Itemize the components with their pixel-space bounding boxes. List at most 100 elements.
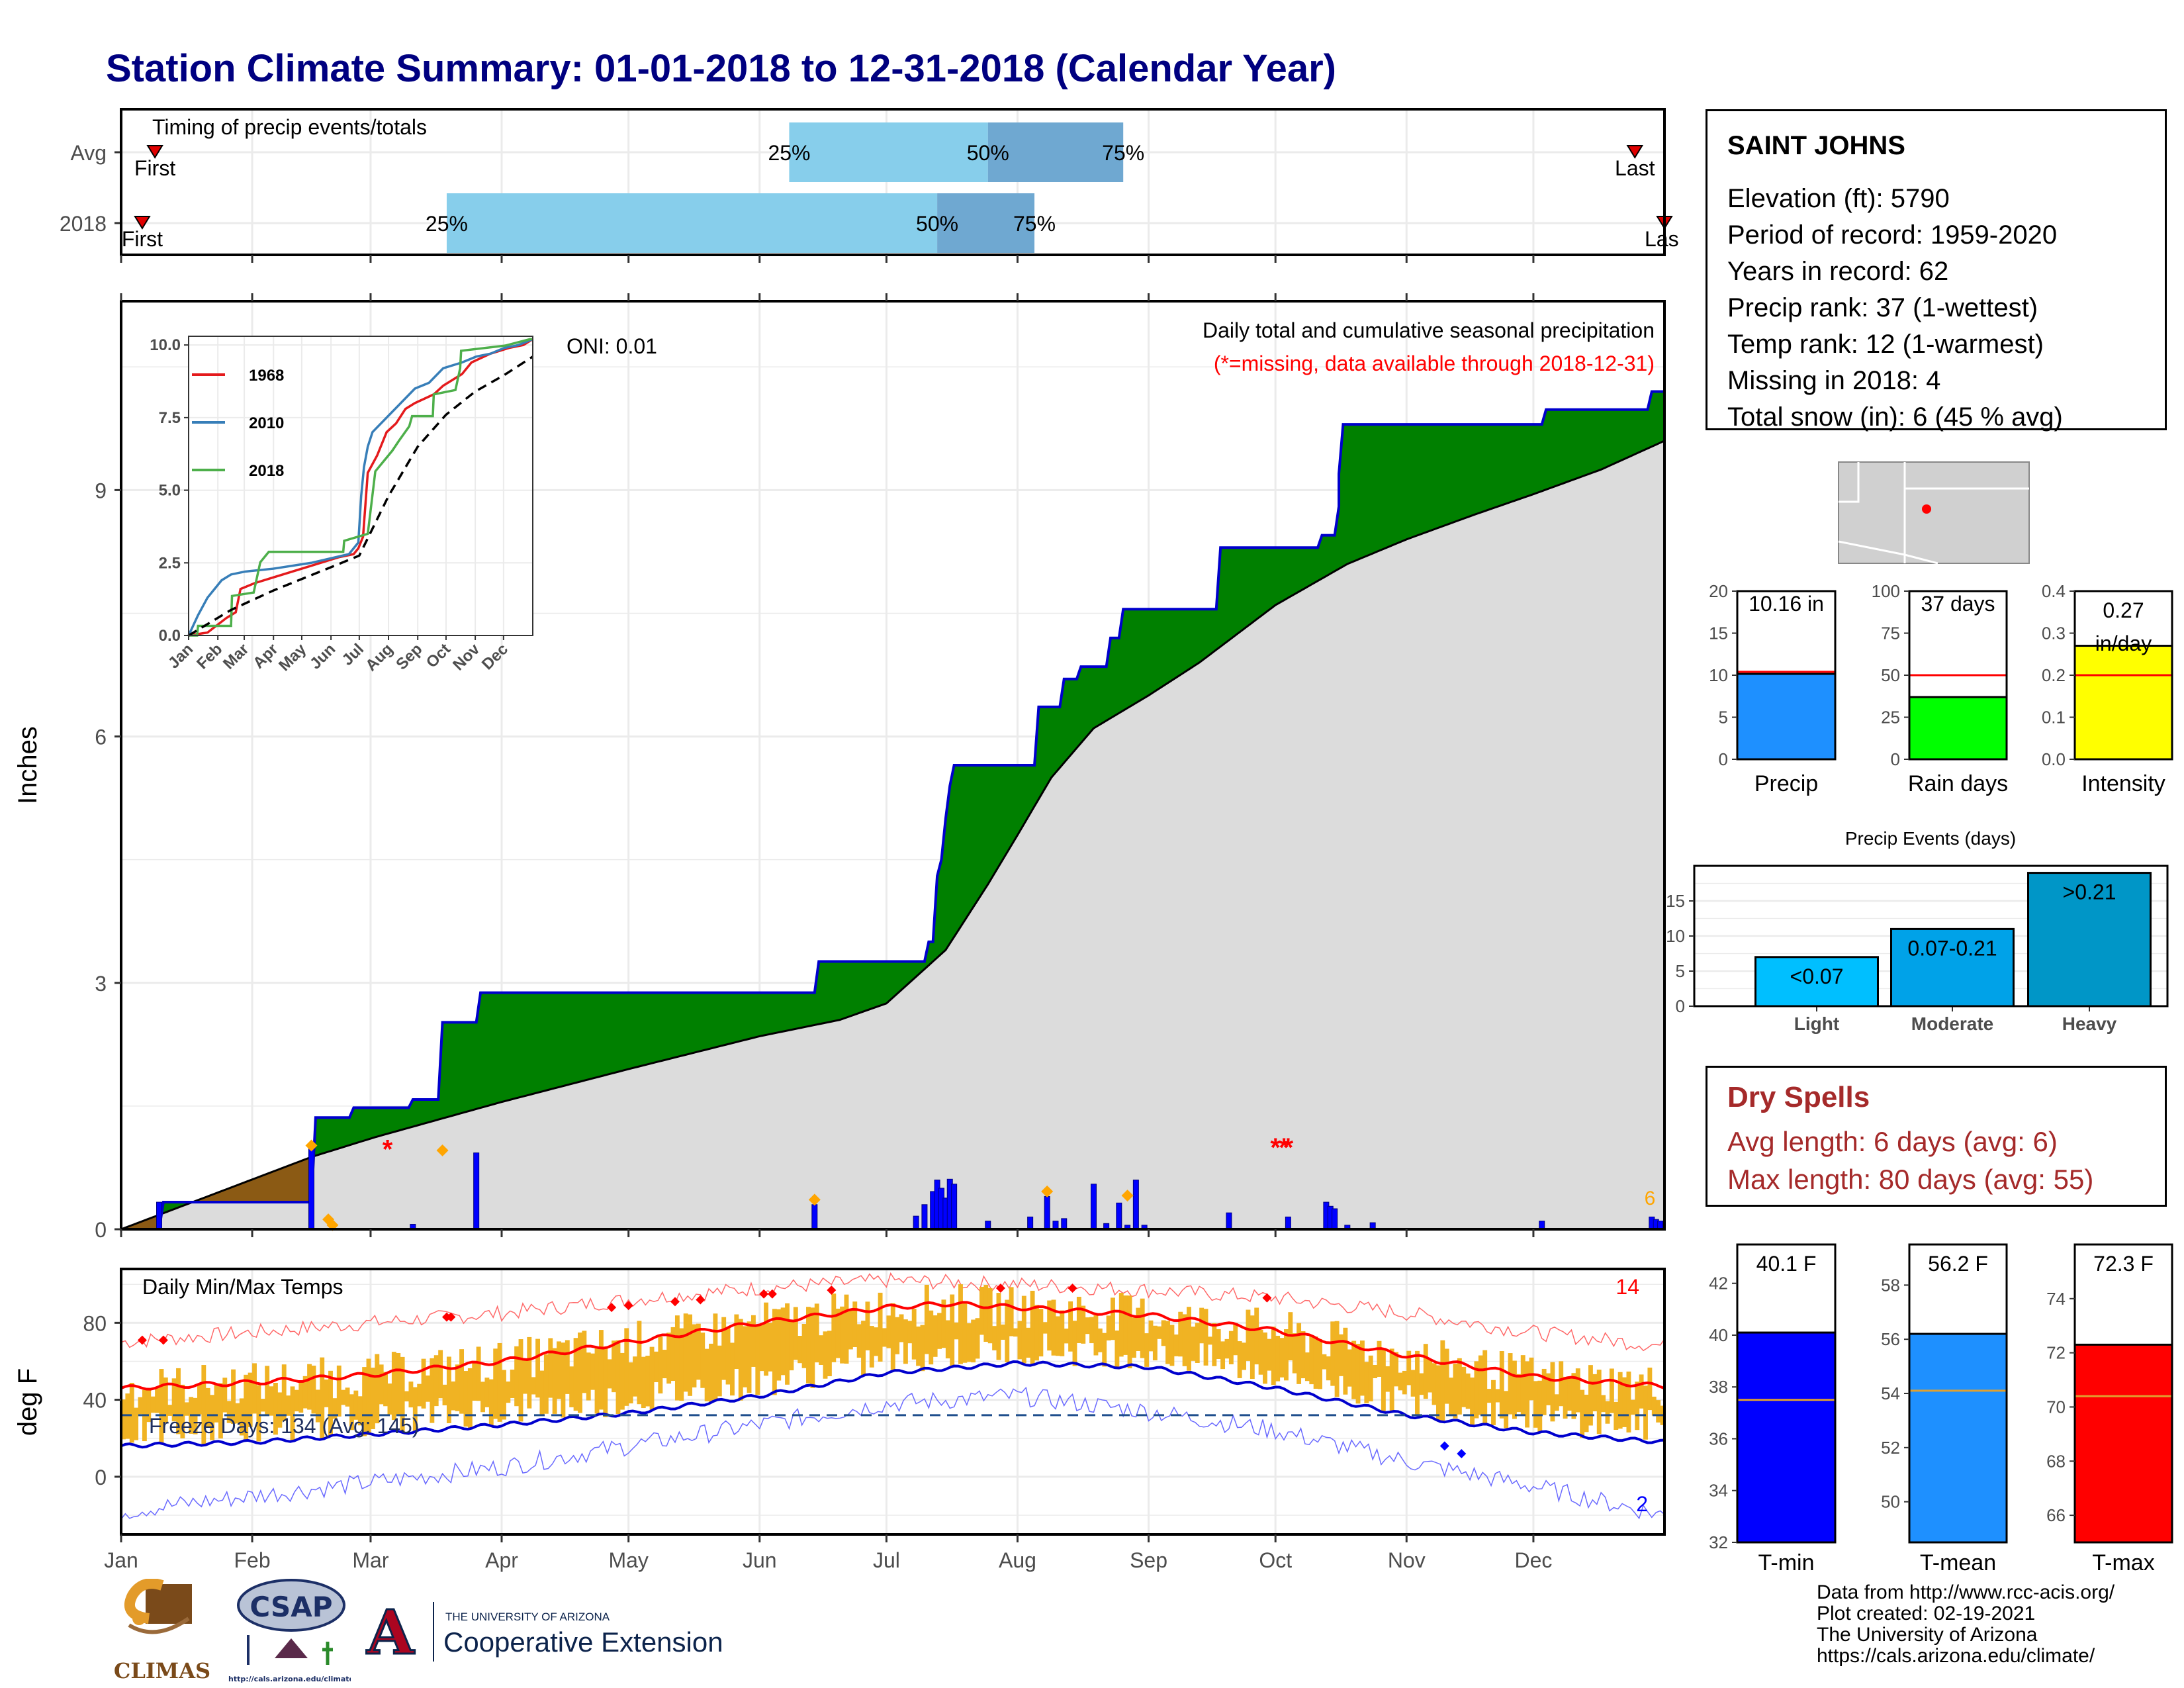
daily-temp-bar <box>417 1383 422 1407</box>
daily-temp-bar <box>125 1393 130 1439</box>
daily-temp-bar <box>1165 1321 1170 1364</box>
daily-temp-bar <box>645 1356 651 1407</box>
daily-temp-bar <box>1212 1323 1217 1366</box>
daily-temp-bar <box>992 1326 997 1350</box>
daily-temp-bar <box>1216 1329 1221 1359</box>
daily-temp-bar <box>484 1378 490 1407</box>
daily-temp-bar <box>336 1365 341 1417</box>
precip-panel-border <box>120 300 1666 1231</box>
station-temp-rank: Temp rank: 12 (1-warmest) <box>1727 330 2044 359</box>
dry-spells-box: Dry Spells Avg length: 6 days (avg: 6) M… <box>1706 1066 2167 1207</box>
daily-temp-bar <box>480 1382 485 1413</box>
record-high-marker <box>759 1289 769 1299</box>
daily-temp-bar <box>628 1362 633 1404</box>
daily-temp-bar <box>658 1336 663 1394</box>
daily-temp-bar <box>768 1323 773 1372</box>
daily-temp-bar <box>1541 1368 1547 1415</box>
dry-spells-max: Max length: 80 days (avg: 55) <box>1727 1164 2094 1195</box>
annual-temp-ytick-label: 54 <box>1881 1383 1900 1403</box>
daily-temp-bar <box>345 1387 350 1407</box>
month-label: Dec <box>1514 1548 1552 1572</box>
daily-temp-bar <box>1254 1307 1259 1365</box>
annual-temp-ytick-label: 68 <box>2046 1451 2066 1471</box>
dry-spells-avg: Avg length: 6 days (avg: 6) <box>1727 1126 2058 1157</box>
daily-temp-bar <box>911 1309 917 1360</box>
events-bar <box>2027 872 2152 1008</box>
daily-temp-bar <box>552 1348 557 1414</box>
daily-temp-bar <box>688 1314 693 1396</box>
daily-temp-bar <box>1021 1295 1026 1364</box>
daily-temp-bar <box>1017 1321 1023 1360</box>
daily-temp-bar <box>1304 1352 1310 1382</box>
daily-temp-bar <box>1034 1305 1039 1361</box>
annual-temp-bar <box>2073 1343 2173 1544</box>
daily-temp-bar <box>806 1307 811 1383</box>
record-high-marker <box>767 1289 777 1299</box>
daily-temp-bar <box>430 1358 435 1423</box>
daily-temp-bar <box>1195 1323 1200 1363</box>
daily-temp-bar <box>1271 1327 1276 1385</box>
daily-temp-bar <box>1609 1368 1614 1413</box>
daily-temp-bar <box>590 1353 596 1390</box>
daily-temp-bar <box>1423 1344 1428 1399</box>
inset-series-line <box>187 338 533 636</box>
daily-temp-bar <box>1000 1324 1005 1340</box>
precip-average-area <box>121 440 1664 1229</box>
inset-legend-label: 2010 <box>249 414 284 432</box>
daily-temp-bar <box>679 1328 684 1401</box>
daily-temp-bar <box>1499 1351 1504 1419</box>
daily-temp-bar <box>814 1303 819 1363</box>
daily-temp-bar <box>1038 1309 1044 1357</box>
daily-temp-bar <box>1504 1391 1509 1429</box>
daily-temp-bar <box>704 1348 709 1401</box>
daily-temp-bar <box>907 1321 913 1344</box>
footer-line: https://cals.arizona.edu/climate/ <box>1817 1645 2095 1667</box>
daily-temp-bar <box>1415 1350 1420 1415</box>
annual-precip-ytick-label: 0.1 <box>2042 708 2066 727</box>
daily-temp-bar <box>248 1372 253 1427</box>
annual-precip-value-label: 0.27 <box>2103 598 2144 622</box>
daily-temp-bar <box>1563 1376 1568 1419</box>
daily-temp-bar <box>1486 1389 1492 1403</box>
temp-panel-border <box>120 1268 1666 1536</box>
annual-precip-ytick-label: 0.0 <box>2042 749 2066 769</box>
events-ytick-label: 15 <box>1666 891 1685 911</box>
daily-temp-bar <box>1482 1350 1488 1426</box>
daily-temp-bar <box>819 1335 824 1365</box>
daily-temp-bar <box>400 1356 405 1433</box>
station-elevation: Elevation (ft): 5790 <box>1727 184 1950 213</box>
daily-temp-bar <box>467 1368 473 1429</box>
daily-temp-bar <box>1258 1329 1263 1375</box>
daily-temp-bar <box>612 1340 617 1393</box>
daily-temp-bar <box>844 1294 849 1364</box>
annual-temp-bar-frame <box>1736 1243 1837 1544</box>
daily-temp-bar <box>455 1364 460 1411</box>
daily-temp-bar <box>725 1327 731 1385</box>
annual-temp-ytick-label: 58 <box>1881 1275 1900 1295</box>
daily-temp-bar <box>975 1318 980 1359</box>
daily-temp-bar <box>180 1384 185 1438</box>
daily-temp-bar <box>341 1389 346 1405</box>
month-label: Aug <box>999 1548 1036 1572</box>
timing-last-label: Last <box>1615 156 1655 180</box>
daily-temp-bar <box>1224 1338 1230 1359</box>
annual-temp-ytick-label: 42 <box>1709 1274 1728 1293</box>
daily-temp-bar <box>1068 1301 1073 1352</box>
snow-marker <box>1041 1185 1054 1197</box>
daily-temp-bar <box>1508 1353 1513 1415</box>
daily-temp-bar <box>463 1371 469 1427</box>
missing-marker: * <box>1283 1133 1294 1162</box>
daily-temp-bar <box>1246 1309 1251 1361</box>
daily-temp-bar <box>1550 1362 1555 1422</box>
station-snow: Total snow (in): 6 (45 % avg) <box>1727 402 2063 432</box>
annual-precip-ytick-label: 25 <box>1881 708 1900 727</box>
annual-precip-bar <box>1736 673 1837 761</box>
daily-temp-bar <box>1512 1360 1517 1419</box>
daily-temp-bar <box>861 1321 866 1376</box>
daily-temp-bar <box>1228 1331 1234 1365</box>
daily-temp-bar <box>527 1336 532 1409</box>
daily-temp-bar <box>1461 1366 1467 1407</box>
daily-temp-bar <box>755 1324 760 1395</box>
daily-temp-bar <box>290 1386 295 1441</box>
daily-temp-bar <box>357 1396 363 1426</box>
